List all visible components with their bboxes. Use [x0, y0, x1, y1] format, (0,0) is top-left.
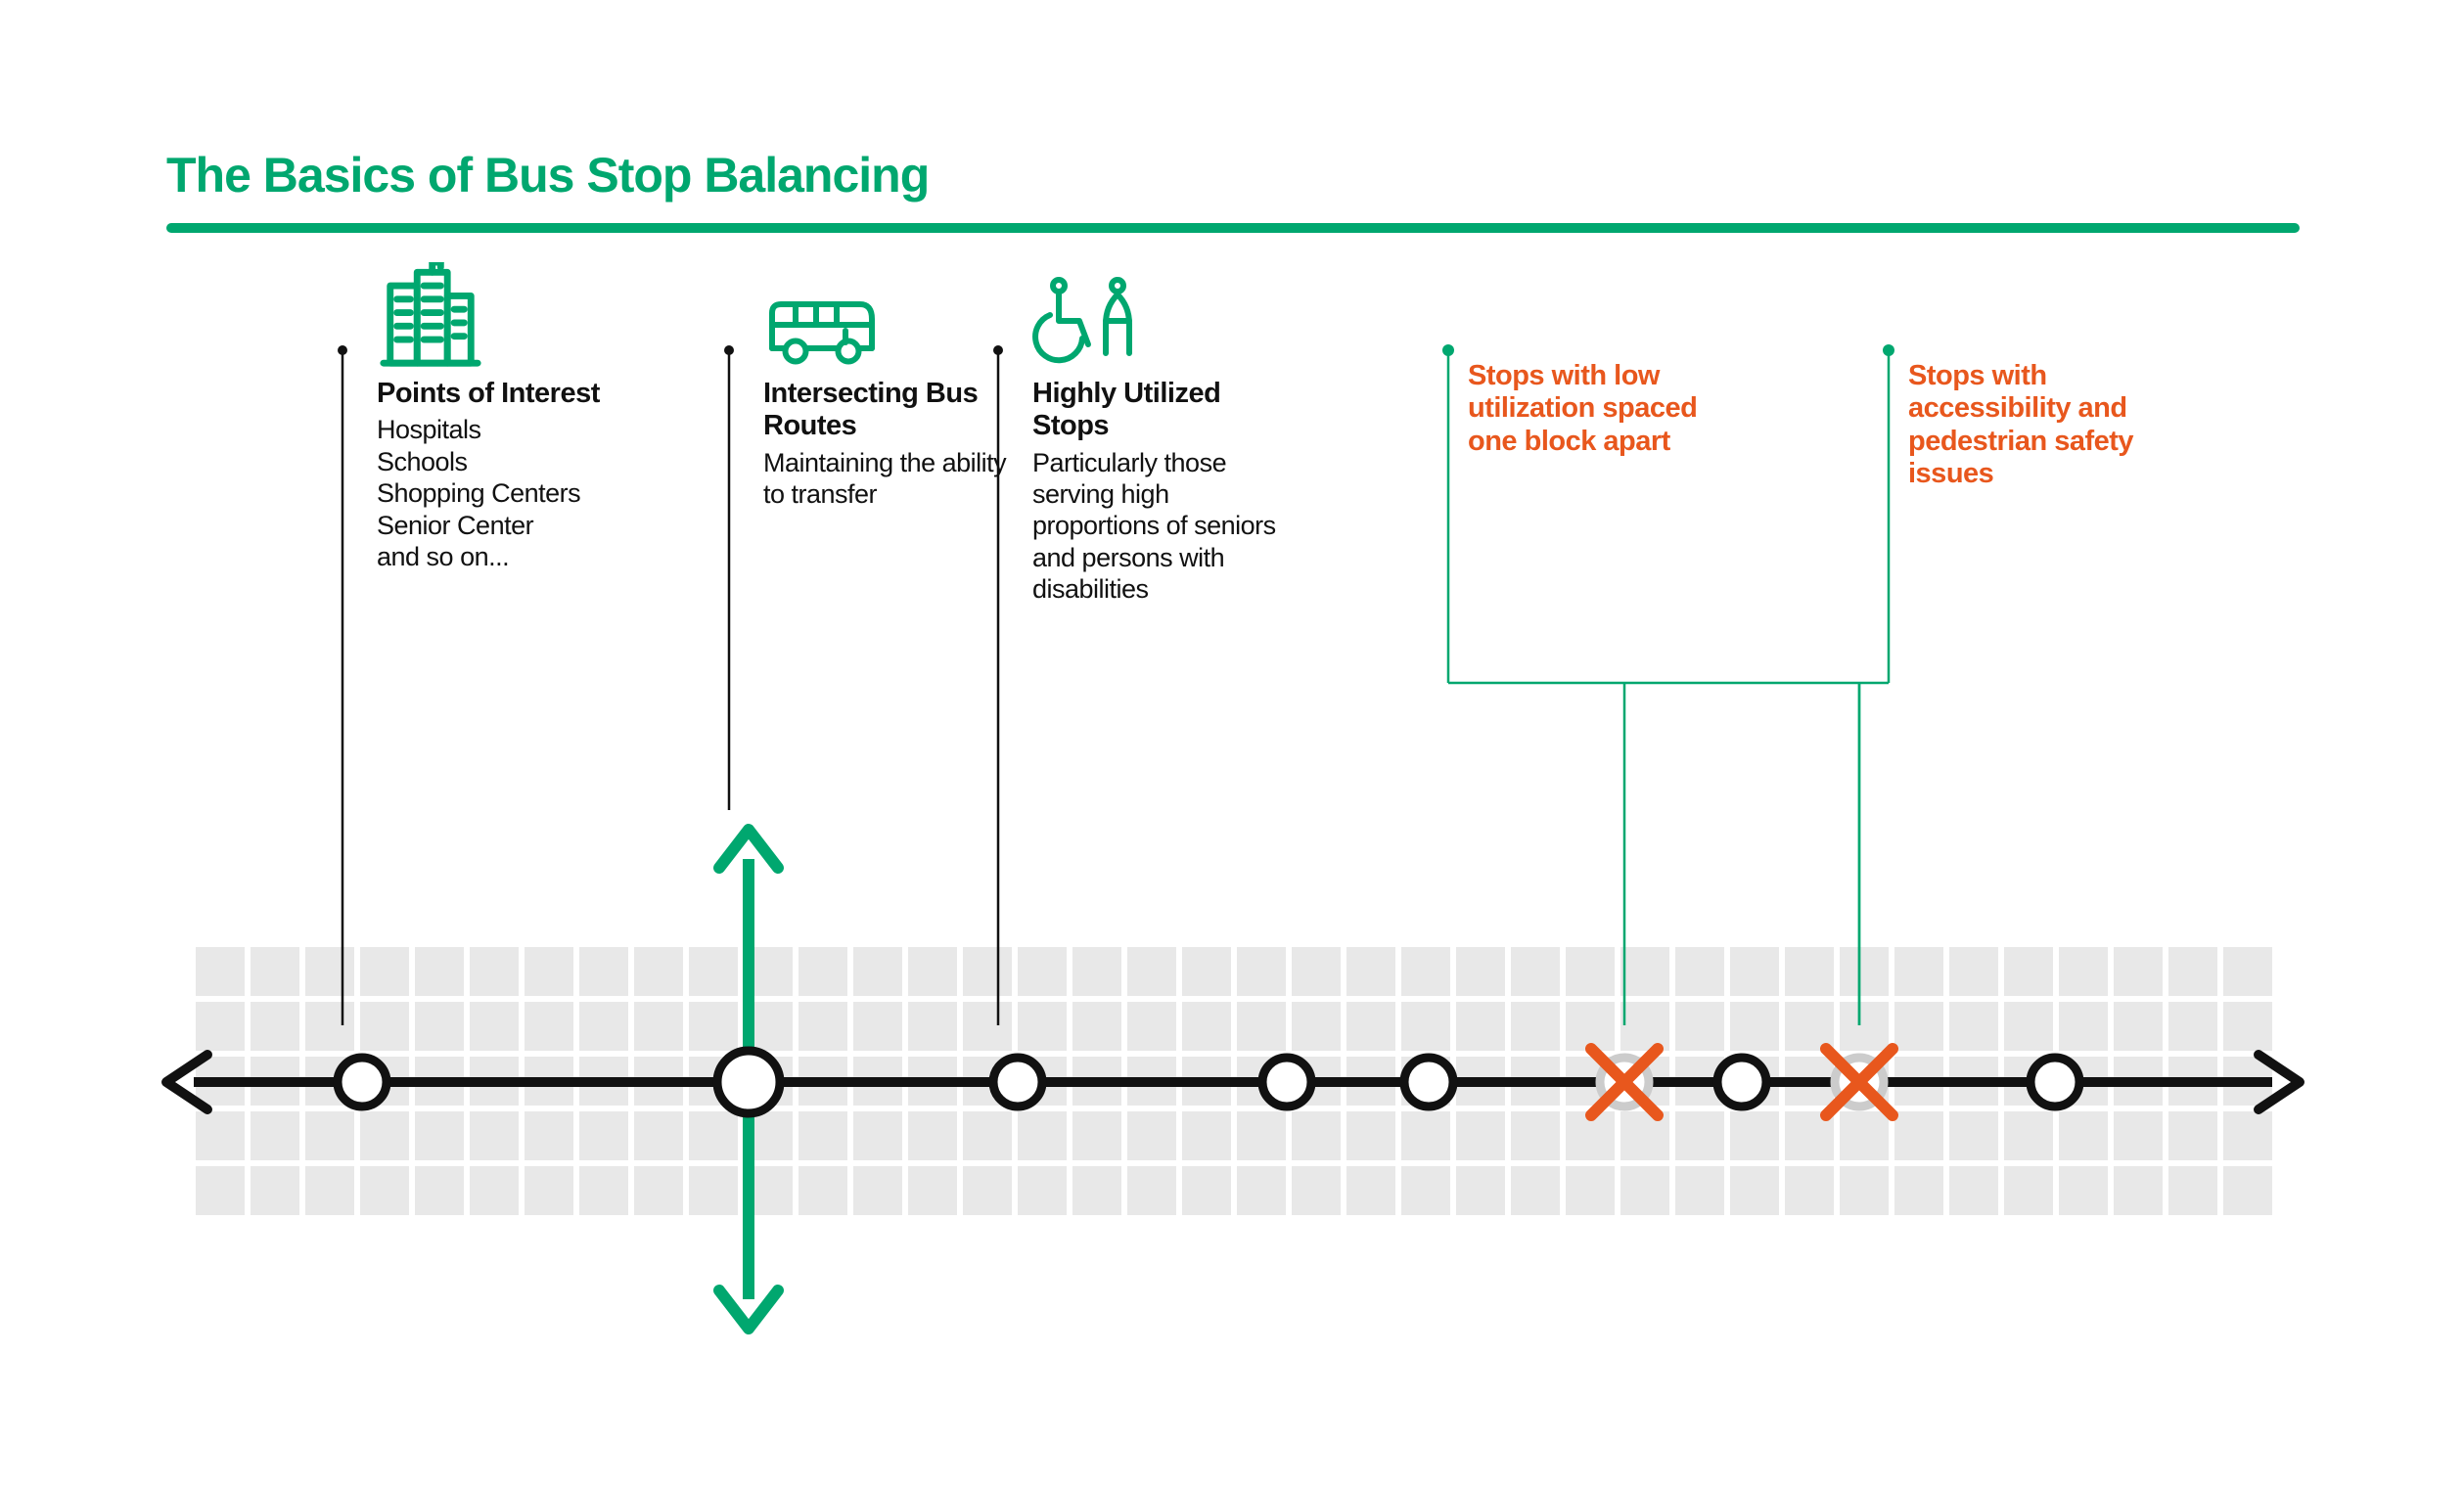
callout-heading: Points of Interest — [377, 378, 641, 410]
callout-accessibility: Highly Utilized Stops Particularly those… — [1032, 262, 1297, 606]
callout-heading: Highly Utilized Stops — [1032, 378, 1297, 443]
callout-building: Points of Interest HospitalsSchoolsShopp… — [377, 262, 641, 572]
removal-callout-1: Stops with accessibility and pedestrian … — [1908, 360, 2182, 490]
callout-bus: Intersecting Bus Routes Maintaining the … — [763, 262, 1027, 510]
callout-heading: Intersecting Bus Routes — [763, 378, 1027, 443]
accessibility-icon — [1032, 262, 1297, 370]
title-rule — [166, 223, 2300, 233]
diagram: Points of Interest HospitalsSchoolsShopp… — [166, 262, 2300, 1289]
removal-callout-0: Stops with low utilization spaced one bl… — [1468, 360, 1742, 458]
page-title: The Basics of Bus Stop Balancing — [166, 147, 2300, 203]
building-icon — [377, 262, 641, 370]
bus-icon — [763, 262, 1027, 370]
callout-body: HospitalsSchoolsShopping CentersSenior C… — [377, 414, 641, 572]
callout-body: Maintaining the ability to transfer — [763, 447, 1027, 511]
callout-body: Particularly those serving high proporti… — [1032, 447, 1297, 606]
